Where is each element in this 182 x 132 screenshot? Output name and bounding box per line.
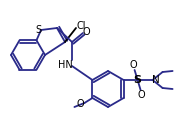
Text: HN: HN	[58, 60, 72, 70]
Text: S: S	[35, 25, 41, 35]
Text: S: S	[134, 75, 142, 85]
Text: O: O	[130, 60, 137, 70]
Text: O: O	[77, 99, 84, 109]
Text: N: N	[152, 75, 159, 85]
Text: O: O	[138, 90, 145, 100]
Text: O: O	[82, 27, 90, 37]
Text: Cl: Cl	[76, 21, 86, 31]
